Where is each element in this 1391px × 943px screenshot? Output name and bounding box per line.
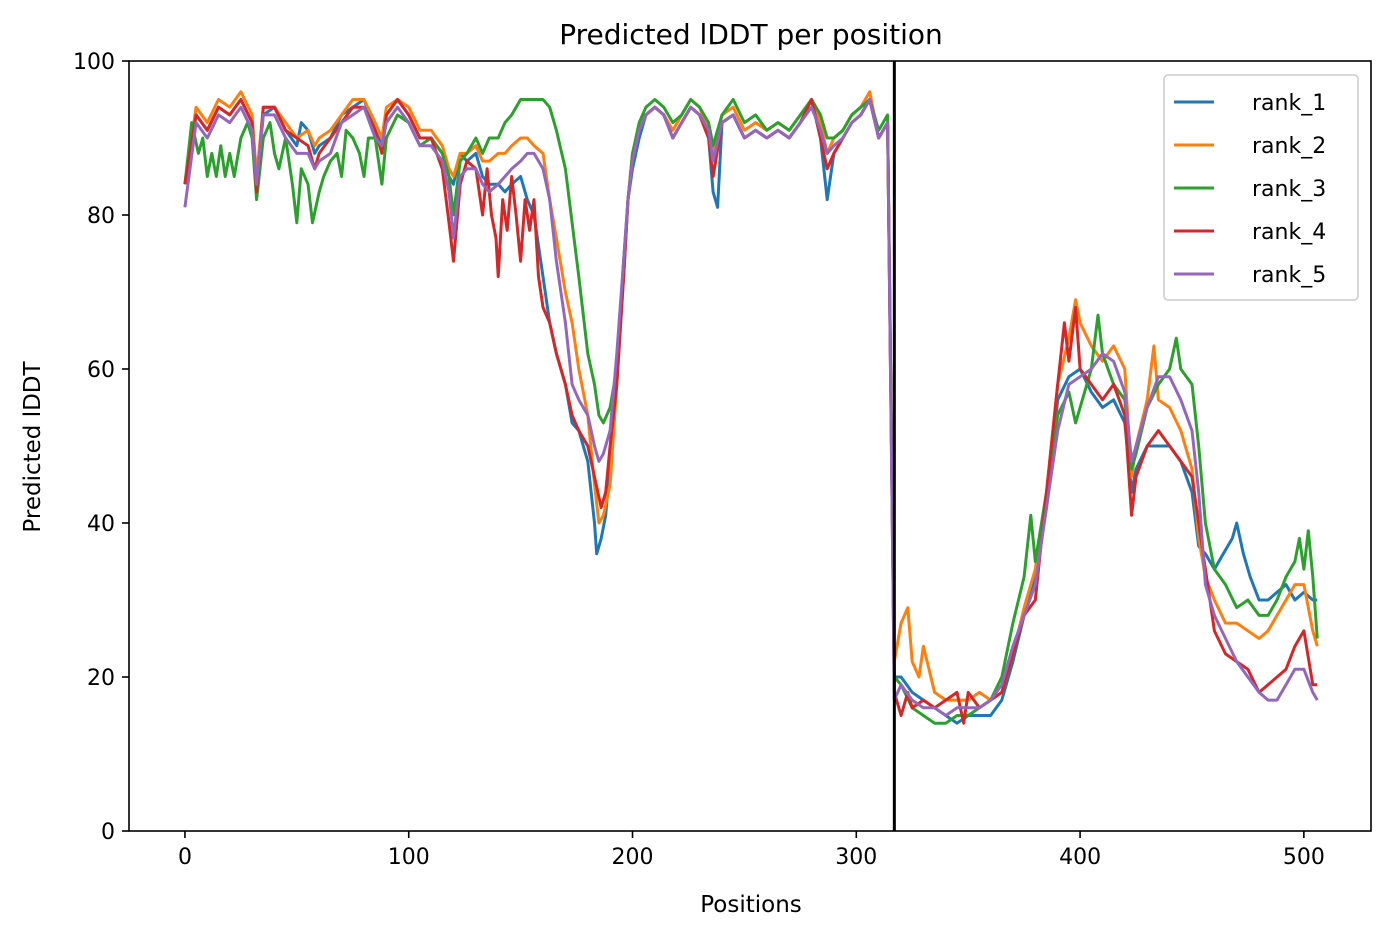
y-axis-label: Predicted lDDT: [20, 360, 46, 532]
y-tick-label: 60: [87, 358, 115, 383]
x-tick-label: 500: [1283, 845, 1325, 870]
legend-label-rank_4: rank_4: [1252, 220, 1326, 245]
legend-label-rank_1: rank_1: [1252, 91, 1326, 116]
x-tick-label: 400: [1059, 845, 1101, 870]
series-line-rank_5: [183, 98, 1319, 717]
x-tick-label: 100: [388, 845, 430, 870]
legend-label-rank_2: rank_2: [1252, 134, 1326, 159]
legend-label-rank_3: rank_3: [1252, 177, 1326, 202]
x-tick-label: 0: [178, 845, 192, 870]
x-tick-label: 200: [612, 845, 654, 870]
y-tick-label: 20: [87, 666, 115, 691]
chart-title: Predicted lDDT per position: [559, 18, 943, 51]
plot-area: 0 100 200 300 400 500 0 20 40 60 80 100: [73, 50, 1372, 870]
y-tick-label: 40: [87, 512, 115, 537]
series-line-rank_3: [183, 98, 1319, 725]
y-tick-label: 80: [87, 204, 115, 229]
legend: rank_1 rank_2 rank_3 rank_4 rank_5: [1163, 74, 1359, 301]
x-tick-label: 300: [835, 845, 877, 870]
y-tick-label: 0: [101, 820, 115, 845]
y-tick-label: 100: [73, 50, 115, 75]
x-axis-label: Positions: [700, 892, 802, 918]
series-line-rank_2: [183, 90, 1319, 702]
legend-box: [1163, 74, 1359, 301]
plot-frame: [128, 60, 1372, 832]
legend-label-rank_5: rank_5: [1252, 263, 1326, 288]
